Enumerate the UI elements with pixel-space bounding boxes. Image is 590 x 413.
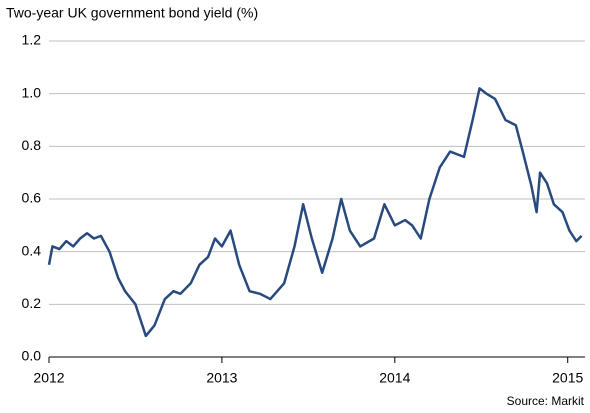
x-tick-label: 2015 — [552, 370, 583, 386]
line-series — [47, 87, 583, 338]
y-tick-label: 0.8 — [22, 137, 42, 153]
y-tick-label: 0.4 — [22, 242, 42, 258]
source-note: Source: Markit — [507, 394, 585, 408]
y-tick-label: 0.2 — [22, 295, 42, 311]
chart-title: Two-year UK government bond yield (%) — [6, 5, 258, 21]
x-tick-label: 2013 — [206, 370, 237, 386]
x-tick-label: 2012 — [33, 370, 64, 386]
y-tick-label: 0.0 — [22, 348, 42, 364]
y-tick-label: 1.2 — [22, 32, 42, 48]
y-tick-label: 1.0 — [22, 84, 42, 100]
x-tick-label: 2014 — [379, 370, 410, 386]
y-tick-label: 0.6 — [22, 190, 42, 206]
